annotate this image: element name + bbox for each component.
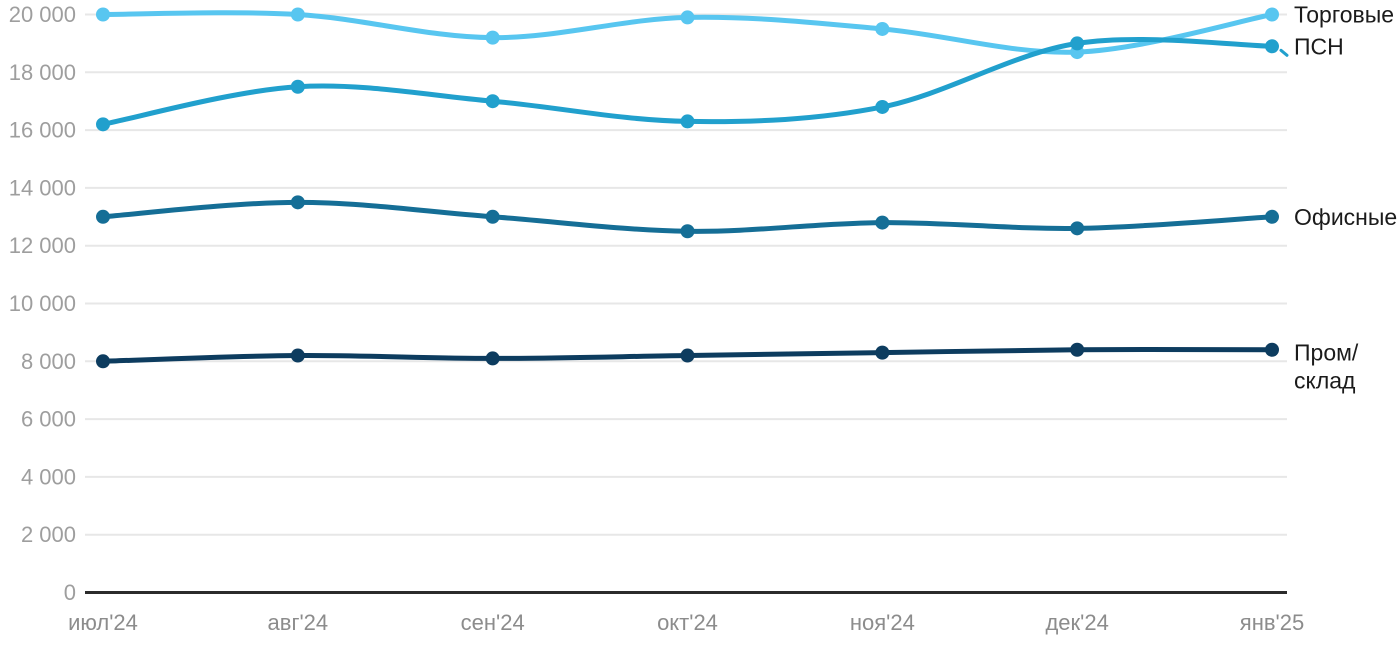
y-tick-label: 0 bbox=[64, 580, 76, 605]
y-tick-label: 2 000 bbox=[21, 522, 76, 547]
y-tick-label: 12 000 bbox=[9, 233, 76, 258]
data-point-офисные-5[interactable] bbox=[1070, 221, 1085, 236]
data-point-офисные-0[interactable] bbox=[96, 209, 110, 224]
series-label-офисные: Офисные bbox=[1294, 204, 1397, 230]
data-point-псн-5[interactable] bbox=[1070, 36, 1085, 51]
data-point-пром-склад-1[interactable] bbox=[290, 348, 305, 363]
data-point-пром-склад-0[interactable] bbox=[96, 354, 110, 369]
y-tick-label: 4 000 bbox=[21, 464, 76, 489]
x-tick-label: янв'25 bbox=[1240, 610, 1304, 635]
data-point-торговые-1[interactable] bbox=[290, 7, 305, 22]
data-point-торговые-4[interactable] bbox=[875, 21, 890, 36]
series-label-пром-склад-line-1: склад bbox=[1294, 368, 1356, 394]
data-point-псн-6[interactable] bbox=[1265, 39, 1279, 54]
x-tick-label: дек'24 bbox=[1045, 610, 1108, 635]
data-point-пром-склад-3[interactable] bbox=[680, 348, 695, 363]
data-point-пром-склад-4[interactable] bbox=[875, 345, 890, 360]
data-point-псн-1[interactable] bbox=[290, 79, 305, 94]
y-tick-label: 20 000 bbox=[9, 2, 76, 27]
y-tick-label: 14 000 bbox=[9, 175, 76, 200]
data-point-торговые-0[interactable] bbox=[96, 7, 110, 22]
x-tick-label: сен'24 bbox=[461, 610, 525, 635]
data-point-пром-склад-5[interactable] bbox=[1070, 342, 1085, 357]
x-tick-label: ноя'24 bbox=[850, 610, 915, 635]
x-tick-label: июл'24 bbox=[68, 610, 138, 635]
series-label-псн: ПСН bbox=[1294, 33, 1344, 59]
y-tick-label: 18 000 bbox=[9, 60, 76, 85]
data-point-пром-склад-6[interactable] bbox=[1265, 342, 1279, 357]
data-point-псн-4[interactable] bbox=[875, 99, 890, 114]
data-point-офисные-1[interactable] bbox=[290, 195, 305, 210]
series-label-торговые: Торговые bbox=[1294, 2, 1394, 28]
data-point-торговые-3[interactable] bbox=[680, 10, 695, 25]
data-point-офисные-2[interactable] bbox=[485, 209, 500, 224]
data-point-псн-3[interactable] bbox=[680, 114, 695, 129]
data-point-псн-2[interactable] bbox=[485, 94, 500, 109]
y-tick-label: 6 000 bbox=[21, 407, 76, 432]
data-point-офисные-3[interactable] bbox=[680, 224, 695, 239]
data-point-псн-0[interactable] bbox=[96, 117, 110, 132]
data-point-торговые-2[interactable] bbox=[485, 30, 500, 45]
y-tick-label: 10 000 bbox=[9, 291, 76, 316]
data-point-пром-склад-2[interactable] bbox=[485, 351, 500, 366]
series-label-пром-склад-line-0: Пром/ bbox=[1294, 340, 1359, 366]
x-tick-label: окт'24 bbox=[657, 610, 718, 635]
series-leader-dash-псн bbox=[1279, 48, 1289, 57]
data-point-офисные-6[interactable] bbox=[1265, 209, 1279, 224]
y-tick-label: 16 000 bbox=[9, 118, 76, 143]
y-tick-label: 8 000 bbox=[21, 349, 76, 374]
data-point-торговые-6[interactable] bbox=[1265, 7, 1279, 22]
data-point-офисные-4[interactable] bbox=[875, 215, 890, 230]
x-tick-label: авг'24 bbox=[268, 610, 329, 635]
